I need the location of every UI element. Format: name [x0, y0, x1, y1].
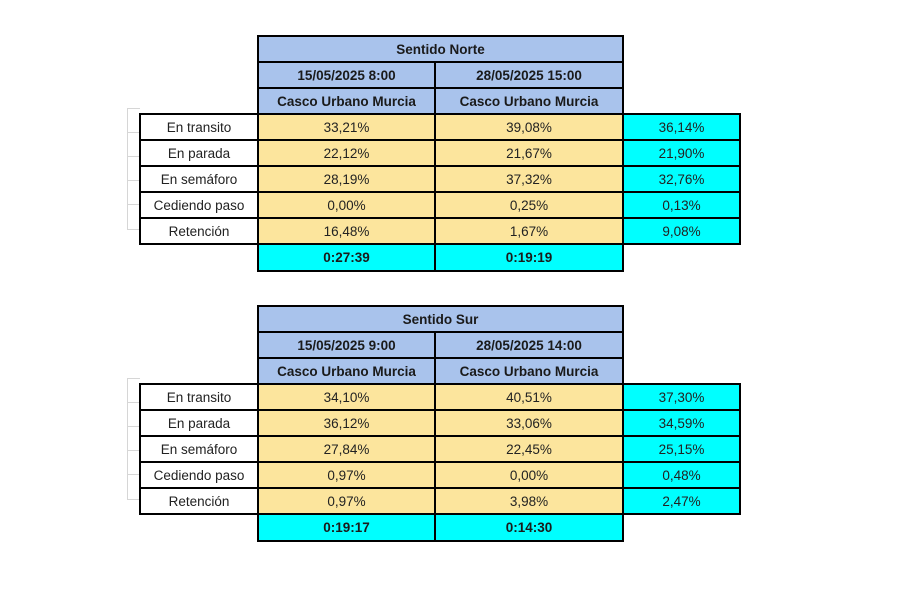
column-header-datetime[interactable]: 15/05/2025 9:00	[257, 331, 436, 359]
duration-cell[interactable]: 0:27:39	[257, 243, 436, 272]
value-cell[interactable]: 28,19%	[257, 165, 436, 193]
empty-cell	[623, 88, 740, 114]
duration-cell[interactable]: 0:14:30	[434, 513, 624, 542]
value-cell[interactable]: 36,12%	[257, 409, 436, 437]
empty-cell	[623, 36, 740, 62]
table-row: Retención 16,48% 1,67% 9,08%	[139, 217, 741, 245]
row-label[interactable]: En semáforo	[139, 435, 259, 463]
value-cell[interactable]: 0,00%	[257, 191, 436, 219]
table-row: En transito 34,10% 40,51% 37,30%	[139, 383, 741, 411]
table-row: En semáforo 27,84% 22,45% 25,15%	[139, 435, 741, 463]
empty-cell	[140, 62, 258, 88]
average-cell[interactable]: 0,13%	[622, 191, 741, 219]
table-row: En parada 22,12% 21,67% 21,90%	[139, 139, 741, 167]
row-label[interactable]: Cediendo paso	[139, 191, 259, 219]
table-row: Cediendo paso 0,00% 0,25% 0,13%	[139, 191, 741, 219]
empty-cell	[623, 332, 740, 358]
average-cell[interactable]: 21,90%	[622, 139, 741, 167]
value-cell[interactable]: 22,12%	[257, 139, 436, 167]
table-row: En parada 36,12% 33,06% 34,59%	[139, 409, 741, 437]
row-label[interactable]: Cediendo paso	[139, 461, 259, 489]
empty-cell	[140, 332, 258, 358]
value-cell[interactable]: 22,45%	[434, 435, 624, 463]
empty-cell	[623, 358, 740, 384]
value-cell[interactable]: 1,67%	[434, 217, 624, 245]
sentido-sur-table: Sentido Sur 15/05/2025 9:00 28/05/2025 1…	[139, 305, 741, 542]
table-row: Retención 0,97% 3,98% 2,47%	[139, 487, 741, 515]
empty-cell	[623, 514, 740, 541]
average-cell[interactable]: 2,47%	[622, 487, 741, 515]
empty-cell	[623, 306, 740, 332]
value-cell[interactable]: 33,06%	[434, 409, 624, 437]
table-row: En transito 33,21% 39,08% 36,14%	[139, 113, 741, 141]
value-cell[interactable]: 39,08%	[434, 113, 624, 141]
empty-cell	[140, 306, 258, 332]
empty-cell	[140, 88, 258, 114]
row-label[interactable]: Retención	[139, 487, 259, 515]
table-row: En semáforo 28,19% 37,32% 32,76%	[139, 165, 741, 193]
table-row: Cediendo paso 0,97% 0,00% 0,48%	[139, 461, 741, 489]
location-header[interactable]: Casco Urbano Murcia	[257, 87, 436, 115]
empty-cell	[140, 514, 258, 541]
empty-cell	[623, 244, 740, 271]
location-header[interactable]: Casco Urbano Murcia	[434, 357, 624, 385]
row-label[interactable]: En transito	[139, 383, 259, 411]
empty-cell	[140, 244, 258, 271]
row-label[interactable]: En transito	[139, 113, 259, 141]
average-cell[interactable]: 36,14%	[622, 113, 741, 141]
value-cell[interactable]: 37,32%	[434, 165, 624, 193]
location-header[interactable]: Casco Urbano Murcia	[257, 357, 436, 385]
row-label[interactable]: Retención	[139, 217, 259, 245]
value-cell[interactable]: 3,98%	[434, 487, 624, 515]
location-header[interactable]: Casco Urbano Murcia	[434, 87, 624, 115]
empty-cell	[140, 36, 258, 62]
average-cell[interactable]: 0,48%	[622, 461, 741, 489]
value-cell[interactable]: 0,97%	[257, 461, 436, 489]
value-cell[interactable]: 21,67%	[434, 139, 624, 167]
column-header-datetime[interactable]: 15/05/2025 8:00	[257, 61, 436, 89]
value-cell[interactable]: 34,10%	[257, 383, 436, 411]
value-cell[interactable]: 0,00%	[434, 461, 624, 489]
table-title[interactable]: Sentido Sur	[257, 305, 624, 333]
average-cell[interactable]: 37,30%	[622, 383, 741, 411]
empty-cell	[623, 62, 740, 88]
column-header-datetime[interactable]: 28/05/2025 15:00	[434, 61, 624, 89]
column-header-datetime[interactable]: 28/05/2025 14:00	[434, 331, 624, 359]
value-cell[interactable]: 27,84%	[257, 435, 436, 463]
row-label[interactable]: En parada	[139, 409, 259, 437]
value-cell[interactable]: 16,48%	[257, 217, 436, 245]
value-cell[interactable]: 33,21%	[257, 113, 436, 141]
gridline-ticks	[127, 378, 140, 500]
average-cell[interactable]: 32,76%	[622, 165, 741, 193]
average-cell[interactable]: 34,59%	[622, 409, 741, 437]
value-cell[interactable]: 40,51%	[434, 383, 624, 411]
gridline-ticks	[127, 108, 140, 230]
average-cell[interactable]: 25,15%	[622, 435, 741, 463]
row-label[interactable]: En semáforo	[139, 165, 259, 193]
sentido-norte-table: Sentido Norte 15/05/2025 8:00 28/05/2025…	[139, 35, 741, 272]
row-label[interactable]: En parada	[139, 139, 259, 167]
average-cell[interactable]: 9,08%	[622, 217, 741, 245]
empty-cell	[140, 358, 258, 384]
duration-cell[interactable]: 0:19:17	[257, 513, 436, 542]
table-title[interactable]: Sentido Norte	[257, 35, 624, 63]
value-cell[interactable]: 0,97%	[257, 487, 436, 515]
value-cell[interactable]: 0,25%	[434, 191, 624, 219]
duration-cell[interactable]: 0:19:19	[434, 243, 624, 272]
